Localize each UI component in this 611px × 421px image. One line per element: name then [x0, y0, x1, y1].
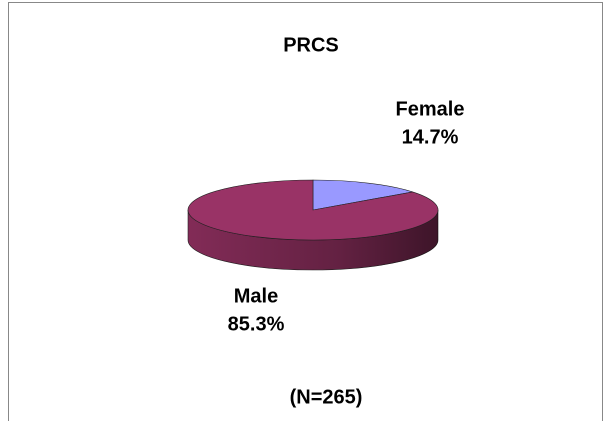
pie-slice [312, 179, 413, 211]
chart-title: PRCS [283, 34, 339, 56]
slice-label: Male [234, 285, 278, 307]
slice-value-label: 14.7% [402, 126, 459, 148]
annotation: (N=265) [290, 386, 363, 408]
slice-value-label: 85.3% [228, 313, 285, 335]
slice-label: Female [396, 98, 465, 120]
chart-border [8, 2, 603, 421]
pie-slice [187, 179, 439, 241]
